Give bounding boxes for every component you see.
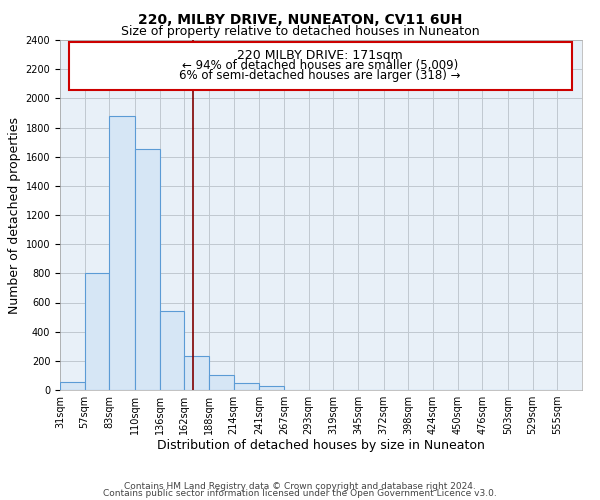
Bar: [85, 274, 109, 390]
Bar: [160, 311, 184, 390]
Text: Contains public sector information licensed under the Open Government Licence v3: Contains public sector information licen…: [103, 489, 497, 498]
Y-axis label: Number of detached properties: Number of detached properties: [8, 116, 22, 314]
Bar: [60, 382, 85, 390]
Text: Size of property relative to detached houses in Nuneaton: Size of property relative to detached ho…: [121, 25, 479, 38]
Bar: [233, 382, 259, 390]
Bar: [135, 150, 160, 390]
Text: ← 94% of detached houses are smaller (5,009): ← 94% of detached houses are smaller (5,…: [182, 59, 458, 72]
Text: Contains HM Land Registry data © Crown copyright and database right 2024.: Contains HM Land Registry data © Crown c…: [124, 482, 476, 491]
Text: 220, MILBY DRIVE, NUNEATON, CV11 6UH: 220, MILBY DRIVE, NUNEATON, CV11 6UH: [138, 12, 462, 26]
Bar: [109, 116, 135, 390]
X-axis label: Distribution of detached houses by size in Nuneaton: Distribution of detached houses by size …: [157, 438, 485, 452]
Bar: [184, 356, 209, 390]
Bar: [209, 374, 233, 390]
Bar: [259, 386, 284, 390]
Text: 6% of semi-detached houses are larger (318) →: 6% of semi-detached houses are larger (3…: [179, 69, 461, 82]
Text: 220 MILBY DRIVE: 171sqm: 220 MILBY DRIVE: 171sqm: [237, 49, 403, 62]
FancyBboxPatch shape: [68, 42, 572, 90]
